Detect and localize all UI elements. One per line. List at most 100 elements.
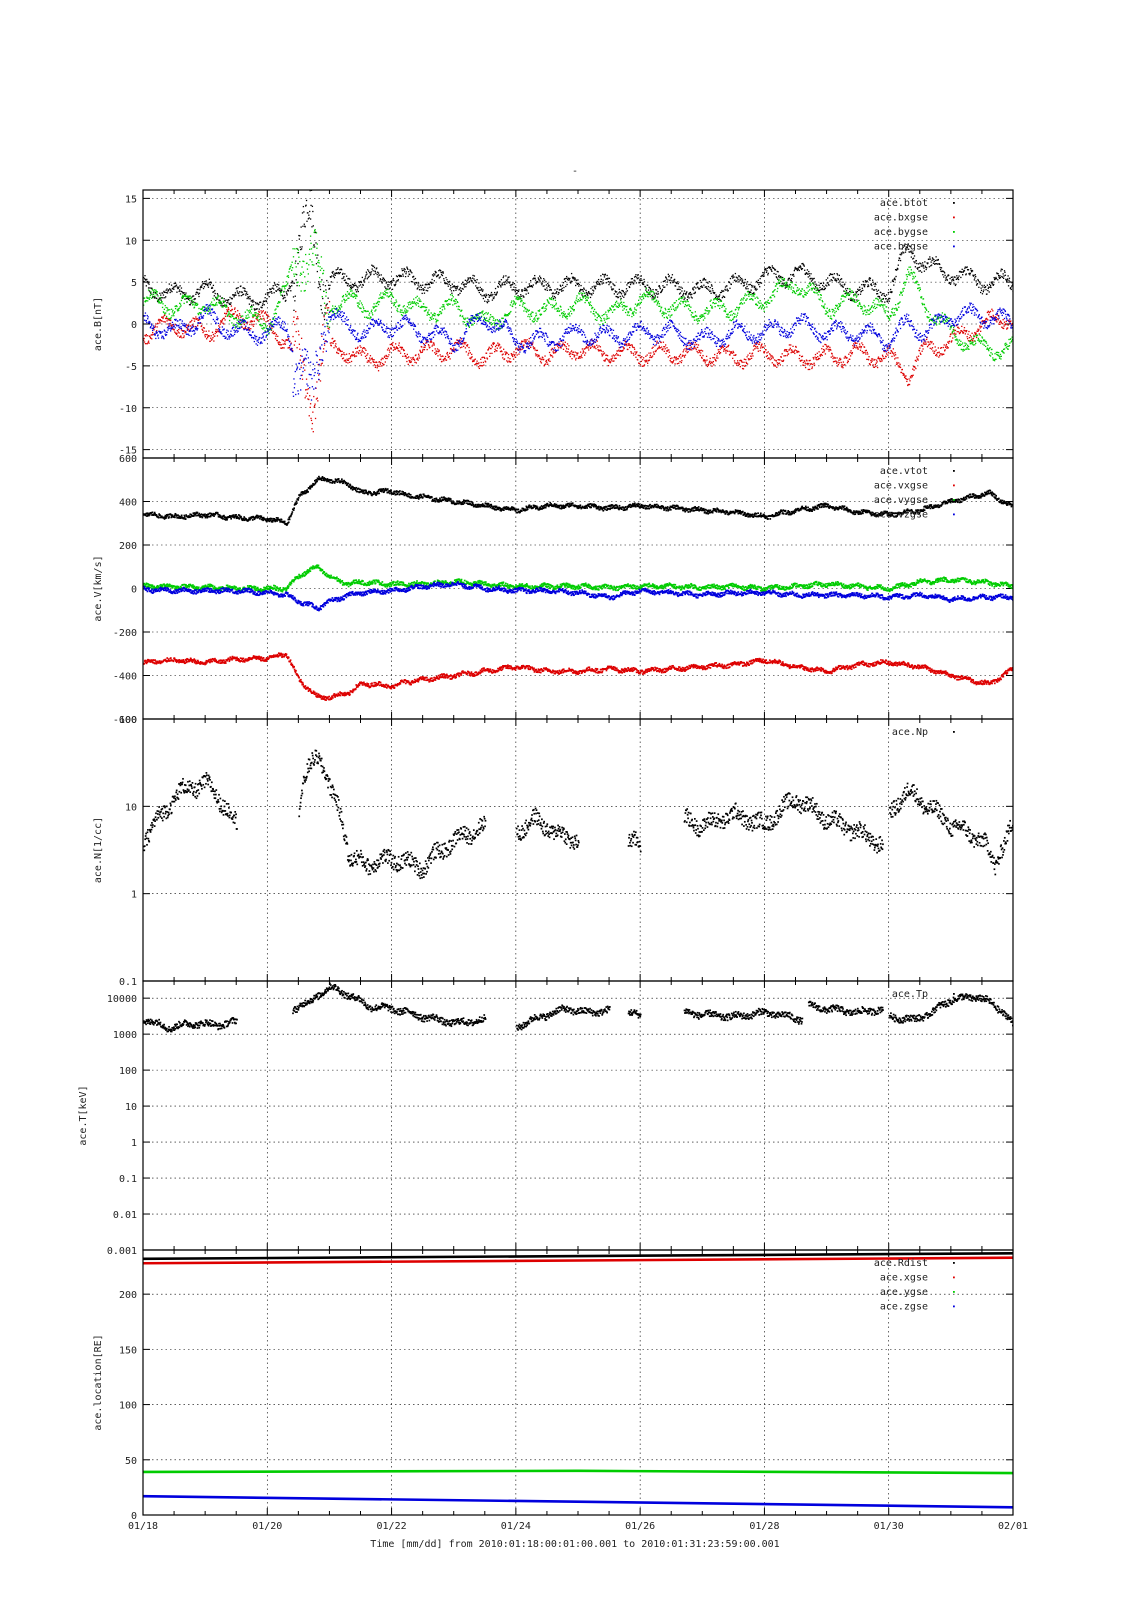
data-point	[979, 327, 981, 329]
data-point	[437, 314, 440, 317]
data-point	[558, 343, 560, 345]
data-point	[404, 308, 406, 310]
data-point	[855, 292, 858, 294]
data-point	[868, 278, 870, 280]
y-tick-label: 5	[131, 278, 137, 289]
data-point	[303, 364, 305, 366]
data-point	[640, 275, 642, 277]
data-point	[759, 282, 762, 284]
data-point	[678, 355, 680, 358]
data-point	[447, 304, 449, 306]
data-point	[178, 332, 180, 334]
data-point	[234, 311, 237, 313]
data-point	[248, 298, 250, 300]
data-point	[390, 280, 392, 283]
data-point	[575, 352, 578, 354]
data-point	[885, 294, 888, 296]
data-point	[837, 277, 839, 280]
data-point	[684, 354, 687, 356]
data-point	[832, 361, 835, 363]
data-point	[314, 405, 316, 407]
data-point	[190, 297, 192, 300]
data-point	[172, 287, 174, 290]
data-point	[306, 220, 308, 222]
data-point	[484, 318, 486, 321]
data-point	[325, 340, 327, 343]
data-point	[825, 344, 827, 346]
data-point	[480, 358, 482, 360]
data-point	[174, 307, 177, 310]
data-point	[931, 341, 933, 343]
data-point	[955, 278, 957, 281]
data-point	[492, 293, 494, 296]
data-point	[964, 266, 966, 268]
data-point	[297, 330, 300, 332]
data-point	[170, 324, 172, 326]
data-point	[320, 281, 322, 283]
data-point	[737, 362, 739, 364]
data-point	[484, 360, 486, 362]
data-point	[753, 345, 755, 347]
data-point	[384, 290, 386, 292]
data-point	[805, 363, 807, 365]
data-point	[428, 282, 430, 285]
data-point	[521, 289, 523, 291]
data-point	[928, 266, 930, 268]
data-point	[271, 324, 273, 326]
data-point	[507, 314, 509, 316]
data-point	[205, 333, 207, 336]
data-point	[381, 281, 383, 283]
data-point	[534, 279, 537, 281]
data-point	[793, 351, 795, 353]
data-point	[988, 286, 990, 288]
data-point	[315, 242, 317, 244]
data-point	[368, 360, 370, 362]
data-point	[395, 283, 397, 285]
data-point	[250, 300, 252, 302]
data-point	[462, 283, 465, 286]
data-point	[395, 301, 398, 303]
data-point	[199, 312, 201, 314]
data-point	[335, 272, 337, 275]
data-point	[472, 274, 474, 277]
data-point	[328, 287, 331, 290]
data-point	[458, 294, 460, 296]
y-tick-label: -15	[119, 446, 137, 457]
data-point	[987, 319, 989, 321]
data-point	[417, 357, 419, 359]
data-point	[804, 366, 807, 369]
data-point	[569, 281, 571, 283]
data-point	[605, 354, 607, 356]
data-point	[637, 274, 639, 276]
data-point	[582, 297, 584, 299]
data-point	[487, 299, 489, 301]
data-point	[196, 291, 198, 293]
data-point	[756, 342, 758, 345]
data-point	[439, 354, 441, 356]
data-point	[154, 326, 156, 328]
data-point	[955, 333, 957, 335]
data-point	[529, 316, 531, 318]
data-point	[824, 353, 827, 355]
data-point	[210, 287, 213, 289]
data-point	[569, 306, 571, 308]
data-point	[274, 338, 277, 340]
data-point	[597, 278, 600, 281]
data-point	[908, 251, 910, 253]
data-point	[902, 372, 904, 375]
data-point	[593, 285, 595, 287]
data-point	[322, 272, 324, 274]
data-point	[449, 352, 451, 354]
data-point	[913, 261, 915, 263]
data-point	[574, 302, 576, 304]
data-point	[410, 280, 413, 283]
data-point	[575, 297, 578, 299]
data-point	[502, 276, 504, 279]
data-point	[774, 365, 777, 367]
data-point	[830, 279, 832, 281]
data-point	[237, 315, 239, 318]
data-point	[638, 362, 641, 365]
data-point	[504, 313, 506, 315]
data-point	[633, 346, 635, 349]
data-point	[570, 353, 572, 355]
